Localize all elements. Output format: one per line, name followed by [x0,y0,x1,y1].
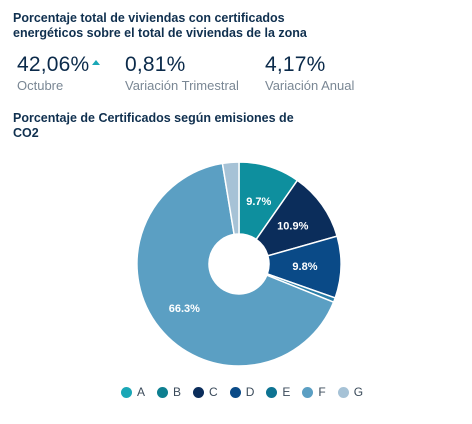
legend-label: C [209,385,218,399]
legend-label: D [245,385,255,399]
legend-label: F [318,385,326,399]
legend-label: E [282,385,291,399]
legend-label: G [353,385,364,399]
kpi-annual-value: 4,17% [265,53,326,76]
kpi-current-label: Octubre [17,78,64,93]
kpi-annual: 4,17% Variación Anual [265,53,354,94]
chart-title: Porcentaje de Certificados según emision… [13,111,294,140]
legend-dot-icon [121,386,132,398]
legend-label: A [137,385,146,399]
legend-item-d[interactable]: D [229,385,255,399]
data-label-a: 9.7% [246,196,271,208]
legend-dot-icon [266,386,278,398]
legend-dot-icon [229,386,241,398]
trend-up-icon [92,60,101,65]
legend-item-g[interactable]: G [337,385,364,399]
legend-label: B [173,385,182,399]
data-label-c: 9.8% [292,261,317,273]
chart-legend: A B C D E F G [121,385,375,399]
legend-dot-icon [337,386,349,398]
data-label-f: 66.3% [169,303,200,315]
legend-dot-icon [302,386,314,398]
slice-g[interactable] [221,161,240,236]
legend-item-e[interactable]: E [266,385,290,399]
kpi-quarterly: 0,81% Variación Trimestral [125,53,239,94]
data-label-b: 10.9% [277,221,308,233]
legend-dot-icon [157,386,169,398]
legend-item-f[interactable]: F [302,385,326,399]
kpi-current: 42,06% Octubre [17,53,101,94]
page-title: Porcentaje total de viviendas con certif… [13,11,307,40]
kpi-current-value: 42,06% [17,53,90,76]
kpi-annual-label: Variación Anual [265,78,355,93]
kpi-quarterly-value: 0,81% [125,53,186,76]
legend-dot-icon [193,386,205,398]
legend-item-b[interactable]: B [157,385,181,399]
slice-f[interactable] [136,162,335,367]
kpi-quarterly-label: Variación Trimestral [125,78,239,93]
legend-item-a[interactable]: A [121,385,145,399]
legend-item-c[interactable]: C [193,385,218,399]
